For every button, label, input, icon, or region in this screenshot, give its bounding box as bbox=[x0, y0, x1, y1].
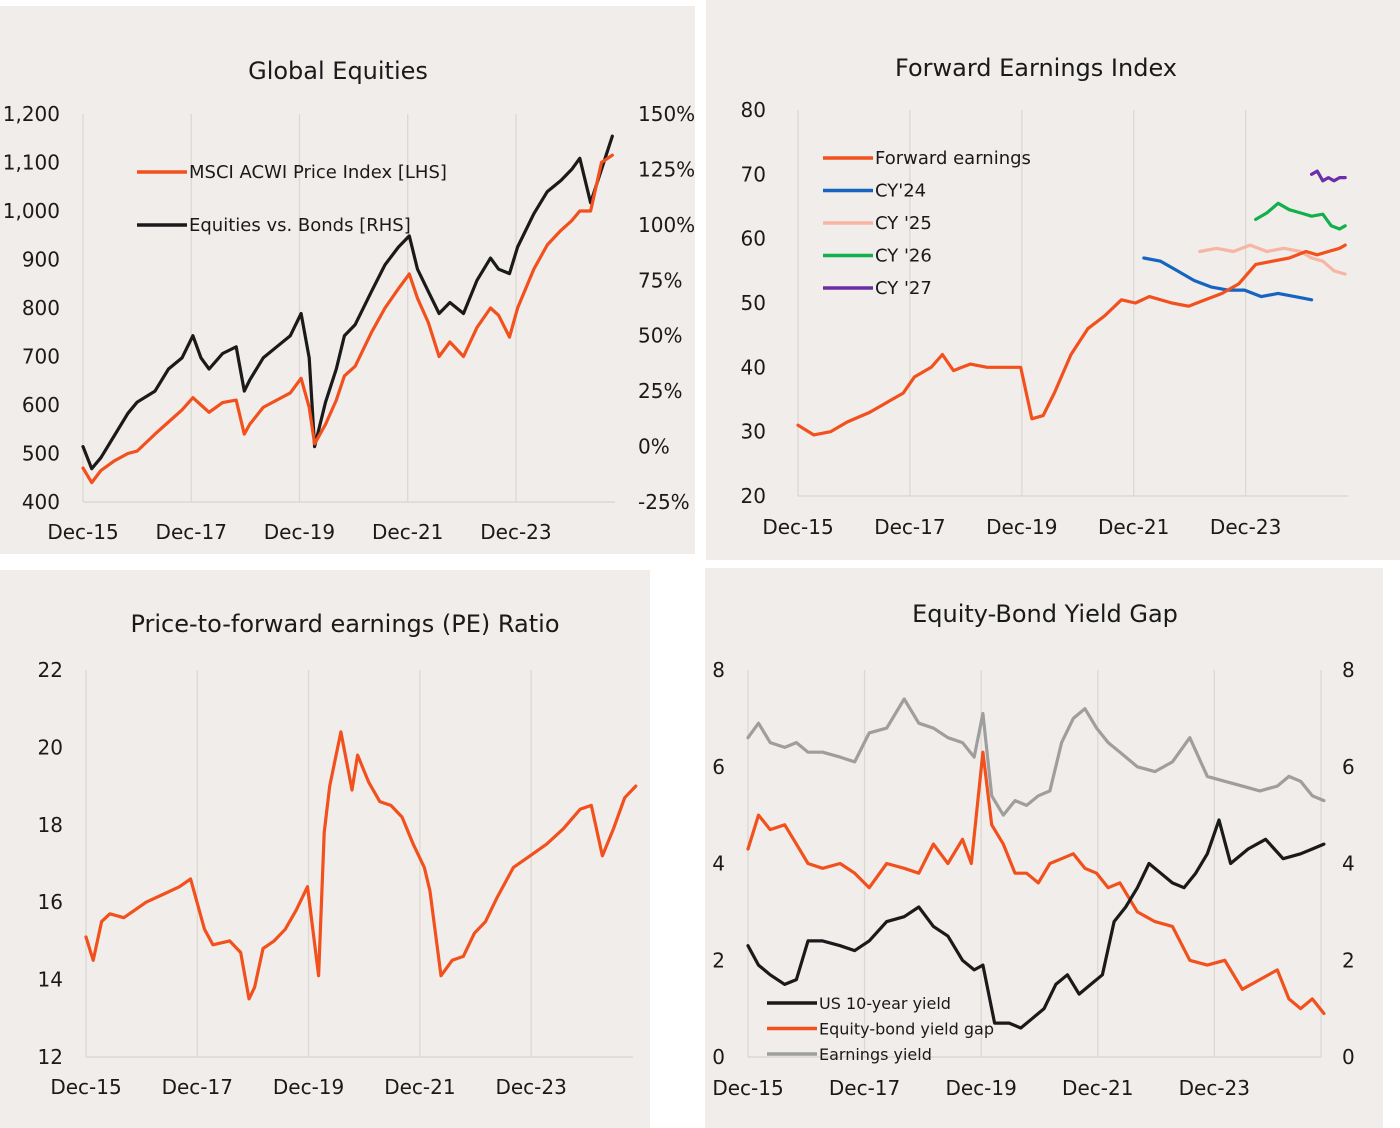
chart-title: Price-to-forward earnings (PE) Ratio bbox=[130, 610, 559, 638]
y-tick-label: 400 bbox=[22, 490, 60, 514]
x-tick-label: Dec-17 bbox=[156, 520, 227, 544]
x-tick-label: Dec-15 bbox=[712, 1076, 783, 1100]
y-tick-label: 12 bbox=[38, 1045, 63, 1069]
y-tick-label: 8 bbox=[712, 658, 725, 682]
x-tick-label: Dec-23 bbox=[480, 520, 551, 544]
legend-label: Equity-bond yield gap bbox=[819, 1020, 994, 1039]
y-tick-label: 20 bbox=[38, 735, 63, 759]
series-line-cy-27 bbox=[1309, 169, 1347, 183]
right-y-tick-label: 6 bbox=[1342, 755, 1355, 779]
x-tick-label: Dec-19 bbox=[264, 520, 335, 544]
x-tick-label: Dec-17 bbox=[162, 1075, 233, 1099]
right-y-tick-label: -25% bbox=[638, 490, 690, 514]
y-tick-label: 30 bbox=[741, 420, 766, 444]
y-tick-label: 700 bbox=[22, 345, 60, 369]
y-tick-label: 0 bbox=[712, 1045, 725, 1069]
legend-label: CY '26 bbox=[875, 246, 932, 267]
y-tick-label: 2 bbox=[712, 948, 725, 972]
series-line-earnings-yield bbox=[746, 697, 1326, 817]
right-y-tick-label: 125% bbox=[638, 157, 695, 181]
y-tick-label: 14 bbox=[38, 968, 63, 992]
y-tick-label: 60 bbox=[741, 227, 766, 251]
x-tick-label: Dec-23 bbox=[1179, 1076, 1250, 1100]
series-line-forward-earnings bbox=[796, 243, 1347, 437]
chart-title: Global Equities bbox=[248, 57, 428, 85]
x-tick-label: Dec-17 bbox=[874, 515, 945, 539]
right-y-tick-label: 0 bbox=[1342, 1045, 1355, 1069]
right-y-tick-label: 50% bbox=[638, 324, 682, 348]
series-line-cy-25 bbox=[1198, 243, 1347, 276]
y-tick-label: 16 bbox=[38, 890, 63, 914]
right-y-tick-label: 2 bbox=[1342, 948, 1355, 972]
forward-earnings-chart: Forward Earnings Index 20 30 40 50 60 70 80 Dec… bbox=[741, 54, 1348, 539]
series-line-us-10-year-yield bbox=[746, 818, 1326, 1030]
x-tick-label: Dec-21 bbox=[1062, 1076, 1133, 1100]
series-line-cy-24 bbox=[1142, 256, 1314, 302]
y-tick-label: 20 bbox=[741, 484, 766, 508]
series-line-cy-26 bbox=[1254, 201, 1347, 231]
y-tick-label: 70 bbox=[741, 162, 766, 186]
chart-title: Equity-Bond Yield Gap bbox=[912, 600, 1178, 628]
y-tick-label: 6 bbox=[712, 755, 725, 779]
chart-title: Forward Earnings Index bbox=[895, 54, 1177, 82]
legend-label: MSCI ACWI Price Index [LHS] bbox=[189, 162, 447, 183]
x-tick-label: Dec-23 bbox=[495, 1075, 566, 1099]
y-tick-label: 50 bbox=[741, 291, 766, 315]
x-tick-label: Dec-21 bbox=[1098, 515, 1169, 539]
legend-label: CY '27 bbox=[875, 278, 932, 299]
yield-gap-chart: Equity-Bond Yield Gap 0 2 4 6 8 0 2 4 6 8 Dec-15 De… bbox=[712, 600, 1355, 1100]
x-tick-label: Dec-21 bbox=[384, 1075, 455, 1099]
right-y-tick-label: 8 bbox=[1342, 658, 1355, 682]
y-tick-label: 800 bbox=[22, 296, 60, 320]
x-tick-label: Dec-21 bbox=[372, 520, 443, 544]
yield-gap-panel: Equity-Bond Yield Gap 0 2 4 6 8 0 2 4 6 8 Dec-15 De… bbox=[705, 568, 1383, 1128]
global-equities-chart: Global Equities 400 500 600 700 800 900 1,000 1… bbox=[3, 57, 695, 544]
y-tick-label: 600 bbox=[22, 393, 60, 417]
x-tick-label: Dec-19 bbox=[273, 1075, 344, 1099]
series-line-equity-bond-yield-gap bbox=[746, 750, 1326, 1016]
y-tick-label: 1,200 bbox=[3, 102, 60, 126]
pe-ratio-panel: Price-to-forward earnings (PE) Ratio 12 1… bbox=[0, 570, 650, 1128]
x-tick-label: Dec-15 bbox=[50, 1075, 121, 1099]
legend-label: CY'24 bbox=[875, 181, 926, 202]
y-tick-label: 1,100 bbox=[3, 151, 60, 175]
y-tick-label: 900 bbox=[22, 248, 60, 272]
x-tick-label: Dec-19 bbox=[945, 1076, 1016, 1100]
forward-earnings-panel: Forward Earnings Index 20 30 40 50 60 70 80 Dec… bbox=[706, 0, 1400, 560]
y-tick-label: 80 bbox=[741, 98, 766, 122]
right-y-tick-label: 4 bbox=[1342, 852, 1355, 876]
legend-label: CY '25 bbox=[875, 213, 932, 234]
y-tick-label: 22 bbox=[38, 658, 63, 682]
x-tick-label: Dec-23 bbox=[1210, 515, 1281, 539]
legend-label: Equities vs. Bonds [RHS] bbox=[189, 215, 411, 236]
legend-label: US 10-year yield bbox=[819, 994, 951, 1013]
y-tick-label: 1,000 bbox=[3, 199, 60, 223]
y-tick-label: 40 bbox=[741, 355, 766, 379]
x-tick-label: Dec-17 bbox=[829, 1076, 900, 1100]
right-y-tick-label: 0% bbox=[638, 435, 670, 459]
x-tick-label: Dec-15 bbox=[47, 520, 118, 544]
right-y-tick-label: 25% bbox=[638, 379, 682, 403]
global-equities-panel: Global Equities 400 500 600 700 800 900 1,000 1… bbox=[0, 6, 695, 554]
series-line-equities-vs-bonds-rhs bbox=[81, 134, 614, 471]
legend-label: Earnings yield bbox=[819, 1045, 932, 1064]
series-line-pe-ratio bbox=[84, 730, 638, 1001]
pe-ratio-chart: Price-to-forward earnings (PE) Ratio 12 1… bbox=[38, 610, 638, 1099]
legend-label: Forward earnings bbox=[875, 148, 1031, 169]
y-tick-label: 18 bbox=[38, 813, 63, 837]
right-y-tick-label: 100% bbox=[638, 213, 695, 237]
x-tick-label: Dec-19 bbox=[986, 515, 1057, 539]
x-tick-label: Dec-15 bbox=[762, 515, 833, 539]
y-tick-label: 4 bbox=[712, 852, 725, 876]
right-y-tick-label: 75% bbox=[638, 268, 682, 292]
series-line-msci-acwi-price-index-lhs bbox=[81, 153, 614, 485]
y-tick-label: 500 bbox=[22, 442, 60, 466]
right-y-tick-label: 150% bbox=[638, 102, 695, 126]
